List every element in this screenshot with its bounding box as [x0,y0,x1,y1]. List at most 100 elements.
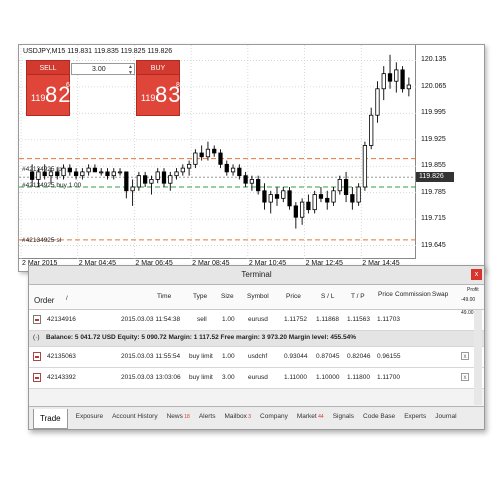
cell-sl: 1.10000 [316,374,340,381]
candle-body [80,171,85,177]
time-tick-label: 2 Mar 12:45 [305,260,343,267]
time-tick-label: 2 Mar 08:45 [192,260,230,267]
cell-size: 1.00 [222,353,235,360]
cell-order: 42134916 [47,316,76,323]
cell-time: 2015.03.03 13:03:06 [121,374,181,381]
col-profit[interactable]: Profit [467,287,479,293]
cell-price: 1.11752 [284,316,308,323]
col-sl[interactable]: S / L [321,293,335,300]
tab-label: News [166,413,183,420]
vertical-scrollbar[interactable] [474,310,482,405]
table-row[interactable]: 42143392 2015.03.03 13:03:06 buy limit 3… [29,368,484,389]
cell-price2: 1.11700 [377,374,401,381]
candle-body [48,171,54,177]
price-tick-label: 119.715 [421,215,446,223]
terminal-title: Terminal [241,270,272,279]
col-swap[interactable]: Swap [432,291,449,298]
cell-type: buy limit [189,353,213,360]
terminal-tabs: Trade Exposure Account History News 18 Alert… [29,406,484,429]
candle-body [237,167,242,177]
tab-label: Company [260,413,288,420]
col-symbol[interactable]: Symbol [247,293,269,300]
tab-journal[interactable]: Journal [431,409,460,424]
candle-body [281,190,286,199]
tab-badge: 44 [316,414,324,420]
cell-tp: 1.11800 [347,374,371,381]
col-price[interactable]: Price [286,293,301,300]
candle-body [36,171,41,180]
candle-body [149,179,154,184]
close-icon[interactable]: x [471,269,482,280]
sort-icon[interactable]: / [66,296,68,302]
tab-signals[interactable]: Signals [329,409,358,424]
cell-size: 3.00 [222,374,235,381]
terminal-window[interactable]: Terminal x Order / Time Type Size Symbol… [28,265,485,430]
table-header: Order / Time Type Size Symbol Price S / … [29,285,484,310]
tab-trade[interactable]: Trade [33,409,68,429]
tab-experts[interactable]: Experts [400,409,430,424]
candle-body [212,148,217,154]
delete-order-icon[interactable]: x [461,352,469,360]
chart-window[interactable]: USDJPY,M15 119.831 119.835 119.825 119.8… [18,44,485,272]
symbol-info: USDJPY,M15 119.831 119.835 119.825 119.8… [23,48,173,55]
tp-order-label[interactable]: #42134925 tp [22,166,62,173]
candle-body [256,179,261,192]
terminal-title-bar[interactable]: Terminal x [29,266,484,285]
buy-button[interactable]: BUY 119 83 8 [136,60,180,116]
profit-value-2: 49.00 [461,310,474,316]
candle-body [61,167,66,177]
spinner-icon[interactable]: ▲ ▼ [128,64,133,76]
price-scale[interactable]: 120.135 120.065 119.995 119.925 119.855 119.7… [416,45,484,259]
candle-body [306,201,311,211]
tab-alerts[interactable]: Alerts [195,409,220,424]
candle-body [262,190,267,203]
candle-body [325,197,330,203]
lot-size-value: 3.00 [92,66,106,73]
col-tp[interactable]: T / P [351,293,365,300]
candle-body [105,171,110,177]
tab-code-base[interactable]: Code Base [359,409,399,424]
col-type[interactable]: Type [193,293,208,300]
candle-body [268,194,273,203]
col-price2[interactable]: Price [378,291,393,298]
tab-news[interactable]: News 18 [163,409,194,424]
buy-price-sup: 8 [176,82,180,89]
entry-order-label[interactable]: #42134925 buy 1.00 [22,182,82,189]
cell-order: 42135063 [47,353,76,360]
sell-button[interactable]: SELL 119 82 6 [26,60,70,116]
col-time[interactable]: Time [157,293,172,300]
cell-type: sell [197,316,207,323]
buy-price-big: 83 [155,82,182,107]
order-icon [33,373,41,382]
lot-size-input[interactable]: 3.00 ▲ ▼ [71,63,135,76]
current-price-tag: 119.826 [416,172,454,183]
candle-body [394,69,399,82]
time-tick-label: 2 Mar 04:45 [78,260,117,267]
col-order[interactable]: Order [34,296,55,305]
sell-price-small: 119 [31,93,46,103]
candle-body [331,190,336,203]
delete-order-icon[interactable]: x [461,373,469,381]
tab-account-history[interactable]: Account History [108,409,162,424]
col-size[interactable]: Size [221,293,234,300]
candle-body [293,205,298,218]
table-row[interactable]: 42134916 2015.03.03 11:54:38 sell 1.00 e… [29,310,484,331]
cell-order: 42143392 [47,374,76,381]
sl-order-label[interactable]: #42134925 sl [22,237,62,244]
tab-label: Journal [435,413,457,420]
col-commission[interactable]: Commission [395,291,431,298]
chart-plot-area[interactable]: USDJPY,M15 119.831 119.835 119.825 119.8… [19,45,416,259]
tab-company[interactable]: Company [256,409,292,424]
price-tick-label: 119.785 [421,188,446,196]
tab-label: Mailbox [224,413,247,420]
tab-exposure[interactable]: Exposure [72,409,107,424]
tab-mailbox[interactable]: Mailbox 3 [220,409,255,424]
price-tick-label: 119.995 [421,109,446,117]
time-scale[interactable]: 2 Mar 2015 2 Mar 04:45 2 Mar 06:45 2 Mar 08… [19,259,416,271]
balance-summary: Balance: 5 041.72 USD Equity: 5 090.72 M… [46,334,356,341]
tab-market[interactable]: Market 44 [293,409,328,424]
candle-body [230,167,236,173]
table-row[interactable]: 42135063 2015.03.03 11:55:54 buy limit 1… [29,347,484,368]
tab-label: Exposure [75,413,104,420]
candle-body [124,171,129,192]
